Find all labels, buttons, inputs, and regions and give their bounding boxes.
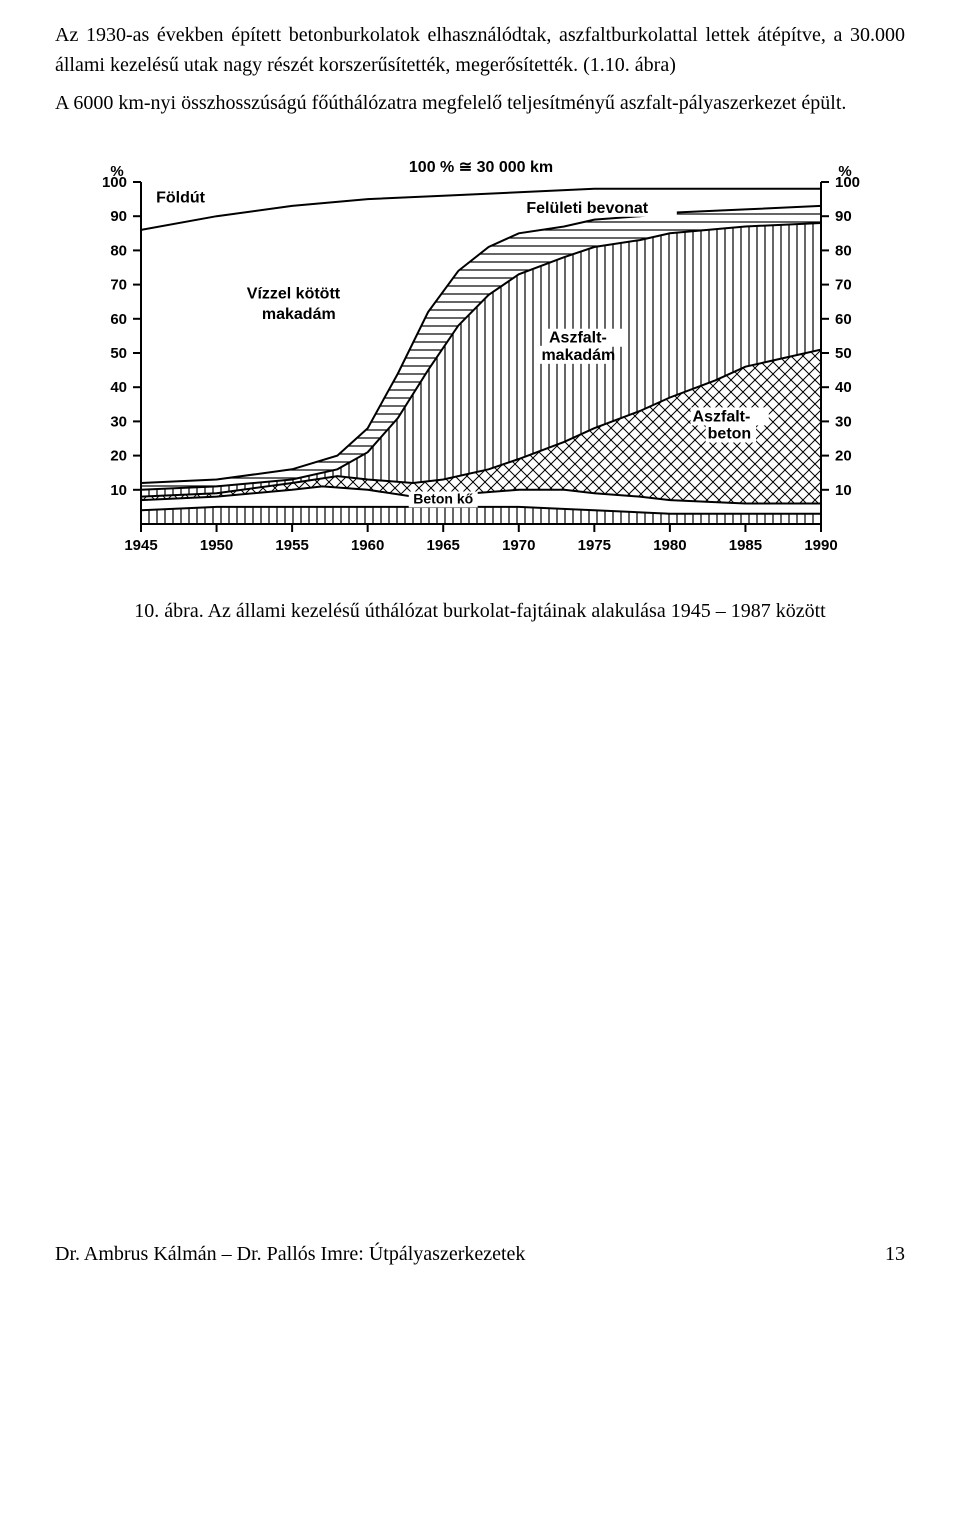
figure-caption: 10. ábra. Az állami kezelésű úthálózat b… [55,600,905,623]
svg-text:30: 30 [110,413,127,430]
svg-text:1955: 1955 [275,537,308,554]
svg-text:20: 20 [110,448,127,465]
svg-text:Aszfalt-: Aszfalt- [693,408,751,425]
svg-text:1965: 1965 [427,537,460,554]
page-footer: Dr. Ambrus Kálmán – Dr. Pallós Imre: Útp… [55,1243,905,1266]
svg-text:Aszfalt-: Aszfalt- [549,330,607,347]
svg-text:60: 60 [835,311,852,328]
svg-text:10: 10 [110,482,127,499]
svg-text:60: 60 [110,311,127,328]
svg-text:Beton kő: Beton kő [413,490,473,506]
svg-text:20: 20 [835,448,852,465]
paragraph-1: Az 1930-as években épített betonburkolat… [55,20,905,80]
svg-text:40: 40 [110,379,127,396]
chart-figure: Földút Vízzel kötött makadám Felületi bevon… [65,146,895,576]
svg-text:80: 80 [835,242,852,259]
svg-text:makadám: makadám [262,306,336,323]
svg-text:1960: 1960 [351,537,384,554]
svg-text:30: 30 [835,413,852,430]
footer-text: Dr. Ambrus Kálmán – Dr. Pallós Imre: Útp… [55,1243,525,1266]
svg-text:10: 10 [835,482,852,499]
svg-text:1990: 1990 [804,537,837,554]
svg-text:1945: 1945 [124,537,157,554]
svg-text:beton: beton [708,426,752,443]
svg-text:1985: 1985 [729,537,762,554]
svg-text:90: 90 [110,208,127,225]
svg-text:90: 90 [835,208,852,225]
svg-text:Vízzel kötött: Vízzel kötött [247,285,341,302]
svg-text:1950: 1950 [200,537,233,554]
svg-text:makadám: makadám [541,347,615,364]
svg-text:80: 80 [110,242,127,259]
svg-text:%: % [110,163,123,180]
paragraph-2: A 6000 km-nyi összhosszúságú főúthálózat… [55,88,905,118]
footer-page-number: 13 [865,1243,905,1266]
svg-text:1970: 1970 [502,537,535,554]
svg-text:%: % [838,163,851,180]
svg-text:1975: 1975 [578,537,611,554]
svg-text:Felületi bevonat: Felületi bevonat [526,200,648,217]
svg-text:100 % ≅ 30 000 km: 100 % ≅ 30 000 km [409,159,553,176]
svg-text:40: 40 [835,379,852,396]
chart-svg: Földút Vízzel kötött makadám Felületi bevon… [65,146,895,576]
svg-text:50: 50 [835,345,852,362]
svg-text:Földút: Földút [156,190,206,207]
svg-text:70: 70 [835,277,852,294]
svg-text:70: 70 [110,277,127,294]
svg-text:1980: 1980 [653,537,686,554]
svg-text:50: 50 [110,345,127,362]
